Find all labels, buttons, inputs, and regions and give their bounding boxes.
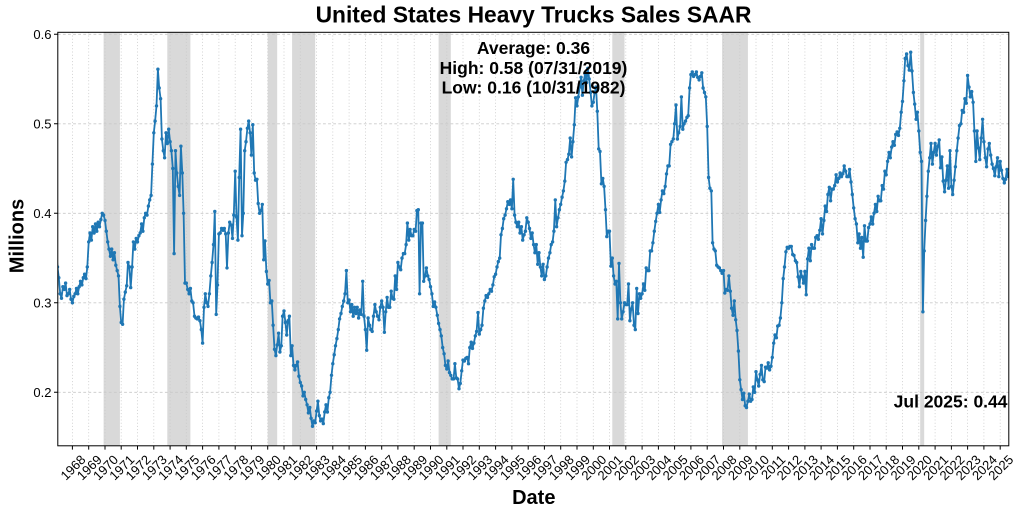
svg-text:Average: 0.36: Average: 0.36 (477, 38, 590, 58)
svg-text:United States Heavy Trucks Sal: United States Heavy Trucks Sales SAAR (316, 2, 752, 28)
svg-text:0.2: 0.2 (33, 385, 51, 400)
svg-text:0.4: 0.4 (33, 206, 51, 221)
svg-text:Millions: Millions (7, 199, 29, 273)
svg-text:High: 0.58 (07/31/2019): High: 0.58 (07/31/2019) (440, 58, 628, 78)
svg-text:Low: 0.16 (10/31/1982): Low: 0.16 (10/31/1982) (442, 77, 626, 97)
svg-text:0.5: 0.5 (33, 117, 51, 132)
svg-text:Date: Date (512, 487, 555, 509)
svg-text:0.6: 0.6 (33, 27, 51, 42)
svg-text:0.3: 0.3 (33, 296, 51, 311)
svg-text:Jul 2025: 0.44: Jul 2025: 0.44 (894, 392, 1008, 412)
